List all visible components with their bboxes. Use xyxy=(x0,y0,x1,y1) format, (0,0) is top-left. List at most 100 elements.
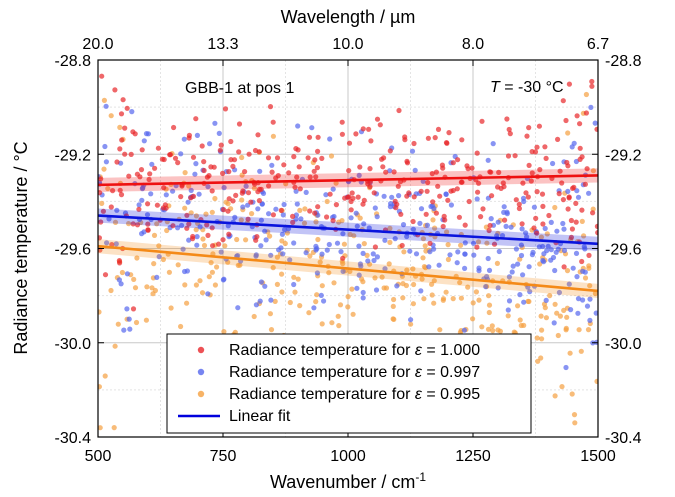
data-point xyxy=(303,250,309,256)
data-point xyxy=(517,292,523,298)
data-point xyxy=(462,265,468,271)
data-point xyxy=(114,207,120,213)
data-point xyxy=(152,287,158,294)
data-point xyxy=(496,169,502,175)
data-point xyxy=(546,212,552,219)
data-point xyxy=(483,284,489,290)
data-point xyxy=(278,207,284,213)
data-point xyxy=(507,131,513,137)
data-point xyxy=(537,167,543,173)
data-point xyxy=(443,191,449,197)
data-point xyxy=(279,231,285,237)
data-point xyxy=(479,324,485,330)
data-point xyxy=(233,192,239,198)
x-tick-label: 1000 xyxy=(330,448,366,465)
data-point xyxy=(577,156,583,162)
data-point xyxy=(309,125,315,131)
data-point xyxy=(532,149,539,155)
data-point xyxy=(495,219,501,225)
data-point xyxy=(400,295,406,301)
legend-label: Radiance temperature for ε = 1.000 xyxy=(229,342,480,359)
data-point xyxy=(255,206,261,212)
data-point xyxy=(101,166,107,172)
data-point xyxy=(360,126,366,132)
data-point xyxy=(517,317,523,323)
data-point xyxy=(374,214,380,220)
data-point xyxy=(485,255,491,262)
data-point xyxy=(329,320,335,326)
data-point xyxy=(131,276,137,282)
data-point xyxy=(273,206,279,212)
data-point xyxy=(371,257,377,264)
data-point xyxy=(457,279,463,286)
data-point xyxy=(281,162,287,168)
data-point xyxy=(432,135,438,141)
data-point xyxy=(523,190,529,196)
data-point xyxy=(218,249,224,255)
data-point xyxy=(121,327,127,333)
data-point xyxy=(458,295,464,301)
data-point xyxy=(346,194,352,200)
data-point xyxy=(118,281,124,287)
x2-axis-title: Wavelength / µm xyxy=(281,7,416,27)
data-point xyxy=(119,269,125,276)
data-point xyxy=(371,190,377,196)
data-point xyxy=(476,180,482,186)
data-point xyxy=(491,241,498,247)
data-point xyxy=(137,174,143,180)
data-point xyxy=(534,144,540,150)
data-point xyxy=(124,306,130,312)
data-point xyxy=(257,168,263,174)
data-point xyxy=(100,208,106,214)
data-point xyxy=(450,296,456,302)
data-point xyxy=(587,317,593,323)
data-point xyxy=(519,221,525,227)
data-point xyxy=(194,234,200,240)
data-point xyxy=(117,124,123,130)
data-point xyxy=(243,237,249,243)
data-point xyxy=(178,194,184,200)
data-point xyxy=(354,285,360,291)
data-point xyxy=(317,259,323,265)
data-point xyxy=(459,179,465,185)
data-point xyxy=(387,239,393,245)
data-point xyxy=(262,228,268,234)
data-point xyxy=(186,237,192,243)
data-point xyxy=(342,195,348,201)
data-point xyxy=(367,184,373,190)
data-point xyxy=(98,235,102,241)
data-point xyxy=(270,265,276,271)
data-point xyxy=(404,267,410,273)
x-tick-label: 1250 xyxy=(455,448,491,465)
data-point xyxy=(536,123,543,129)
data-point xyxy=(566,81,573,87)
data-point xyxy=(210,243,216,249)
x-tick-label: 500 xyxy=(85,448,112,465)
data-point xyxy=(297,186,303,192)
data-point xyxy=(515,303,521,309)
data-point xyxy=(586,252,592,258)
legend-marker xyxy=(197,390,205,398)
data-point xyxy=(200,236,206,242)
data-point xyxy=(262,283,268,289)
data-point xyxy=(360,250,366,256)
data-point xyxy=(324,247,330,253)
data-point xyxy=(136,202,142,208)
data-point xyxy=(270,133,276,139)
data-point xyxy=(556,289,563,296)
data-point xyxy=(470,300,476,306)
data-point xyxy=(119,137,125,143)
data-point xyxy=(454,186,460,192)
data-point xyxy=(383,285,390,291)
data-point xyxy=(182,170,188,176)
y2-tick-label: -28.8 xyxy=(605,53,642,70)
data-point xyxy=(315,134,321,140)
data-point xyxy=(251,185,257,191)
data-point xyxy=(333,180,339,186)
data-point xyxy=(494,260,500,266)
data-point xyxy=(280,212,286,218)
data-point xyxy=(575,296,582,302)
data-point xyxy=(367,166,373,172)
data-point xyxy=(592,120,598,126)
data-point xyxy=(132,285,139,291)
